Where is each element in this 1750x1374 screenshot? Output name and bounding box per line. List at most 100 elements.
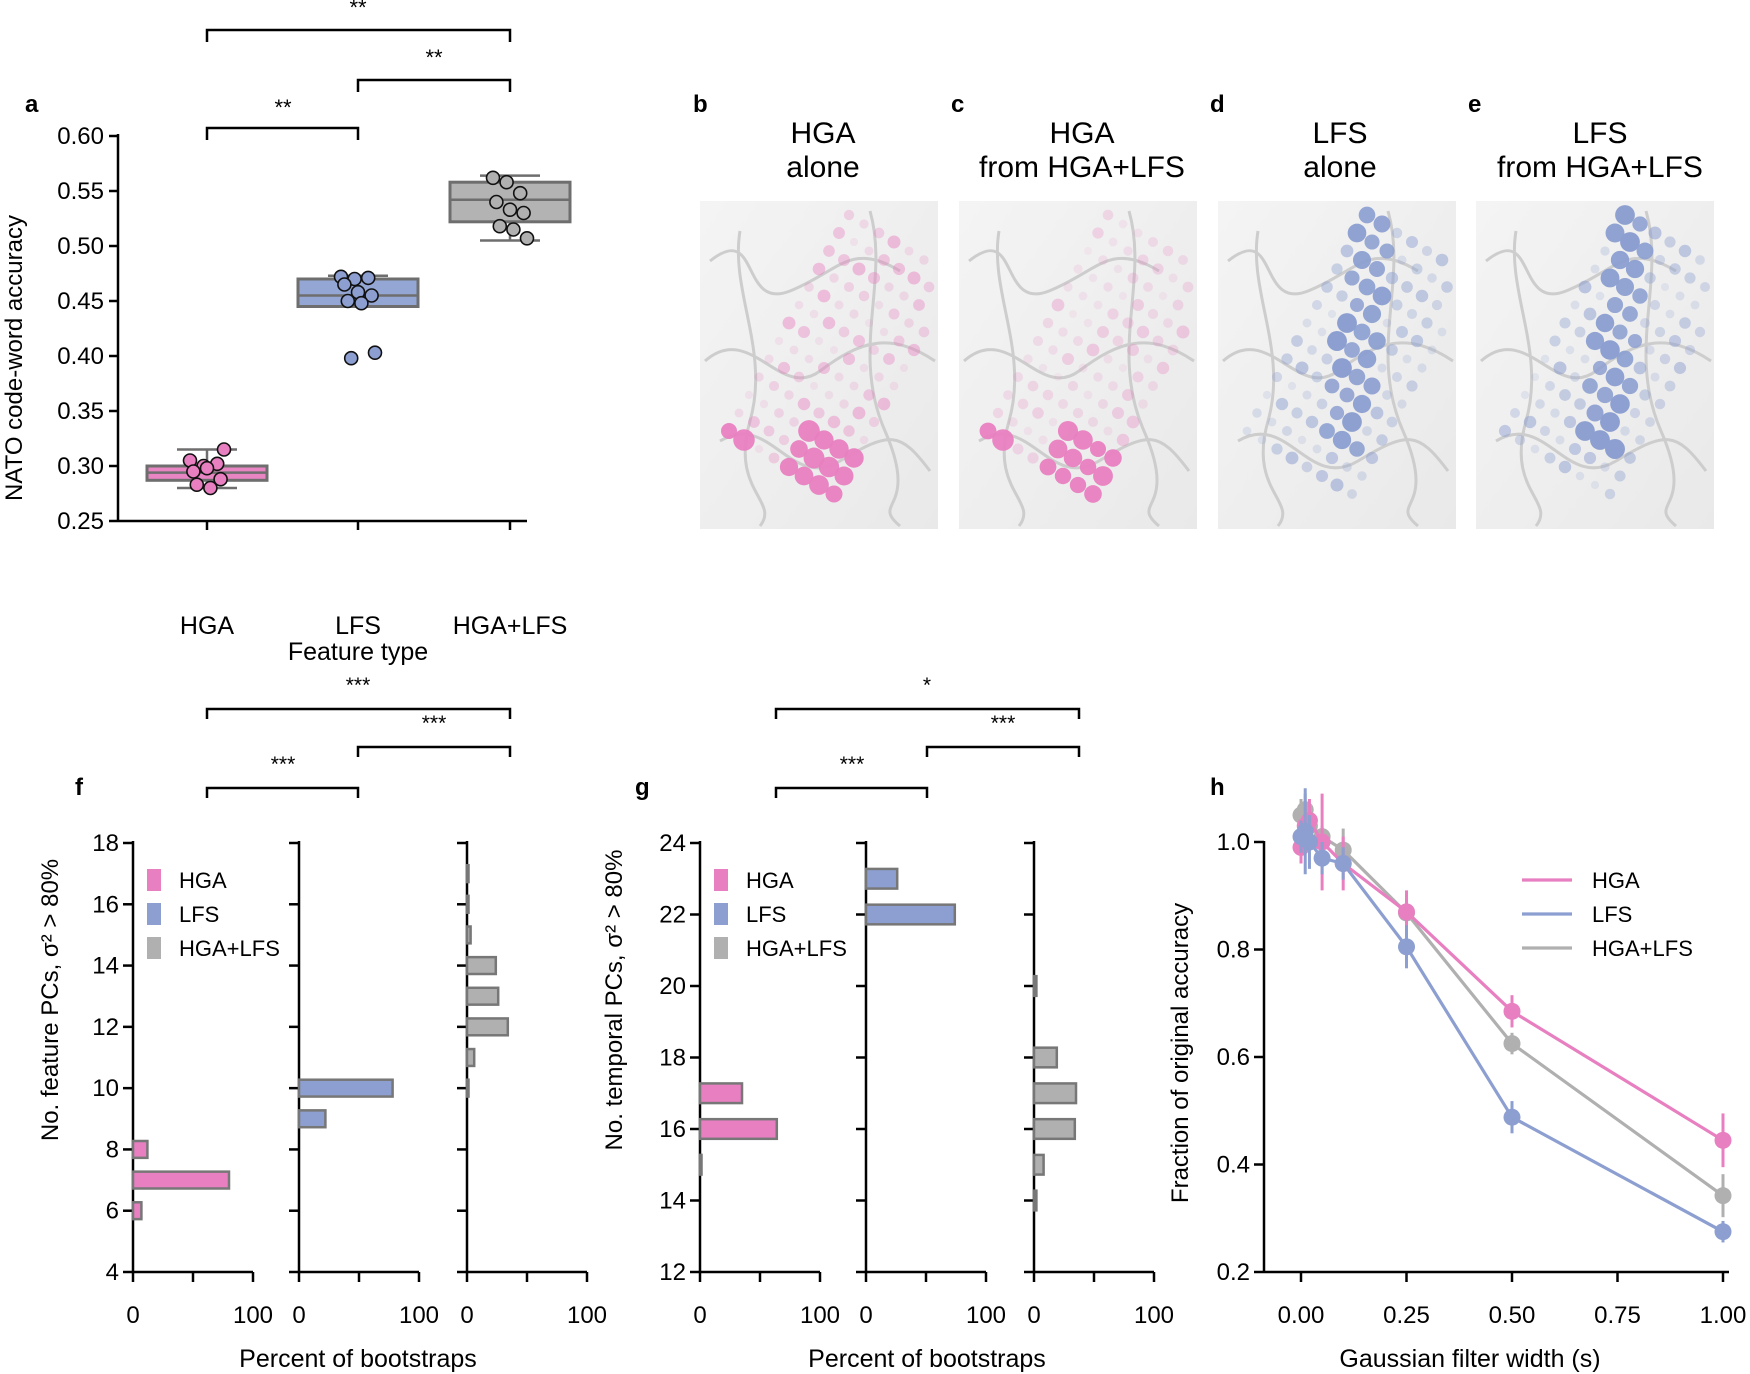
electrode bbox=[1679, 317, 1691, 329]
electrode bbox=[1116, 433, 1130, 447]
ytick-label: 12 bbox=[659, 1259, 686, 1286]
electrode bbox=[1695, 255, 1705, 265]
panel-e-title-line1: LFS bbox=[1572, 117, 1627, 150]
electrode bbox=[1023, 354, 1033, 364]
electrode bbox=[1339, 387, 1355, 403]
electrode bbox=[1352, 394, 1372, 414]
electrode bbox=[1498, 424, 1512, 438]
electrode bbox=[1048, 439, 1068, 459]
electrode bbox=[842, 352, 856, 366]
xtick-label: 0 bbox=[1027, 1302, 1040, 1329]
electrode bbox=[1349, 441, 1365, 457]
electrode bbox=[1058, 399, 1068, 409]
electrode bbox=[1565, 345, 1575, 355]
electrode bbox=[1032, 335, 1044, 347]
legend-label: LFS bbox=[1592, 902, 1632, 927]
electrode bbox=[1675, 291, 1685, 301]
data-point bbox=[186, 464, 201, 479]
electrode bbox=[1042, 317, 1054, 329]
electrode bbox=[1654, 326, 1666, 338]
electrode bbox=[817, 361, 831, 375]
xtick-label: 0 bbox=[292, 1302, 305, 1329]
electrode bbox=[1332, 358, 1352, 378]
ytick-label: 8 bbox=[106, 1136, 119, 1163]
bar-LFS bbox=[864, 903, 957, 926]
electrode bbox=[839, 399, 849, 409]
electrode bbox=[1402, 354, 1412, 364]
electrode bbox=[1291, 335, 1303, 347]
electrode bbox=[809, 309, 819, 319]
electrode bbox=[1325, 451, 1339, 465]
electrode bbox=[733, 429, 755, 451]
electrode bbox=[863, 389, 875, 401]
electrode bbox=[734, 408, 744, 418]
electrode bbox=[1365, 451, 1379, 465]
sig-bracket-bc bbox=[356, 78, 512, 92]
electrode bbox=[1621, 377, 1639, 395]
electrode bbox=[1048, 417, 1058, 427]
electrode bbox=[1285, 451, 1299, 465]
electrode bbox=[1093, 466, 1113, 486]
electrode bbox=[1073, 430, 1093, 450]
electrode bbox=[823, 245, 835, 257]
electrode bbox=[1595, 313, 1615, 333]
electrode bbox=[873, 227, 885, 239]
electrode bbox=[1008, 417, 1018, 427]
electrode bbox=[809, 381, 819, 391]
bar-HGA+LFS bbox=[465, 955, 498, 976]
electrode bbox=[979, 422, 997, 440]
electrode bbox=[1659, 353, 1671, 365]
electrode bbox=[1152, 335, 1164, 347]
legend-label: HGA+LFS bbox=[746, 936, 847, 961]
data-point bbox=[360, 270, 376, 286]
panel-h-xlabel: Gaussian filter width (s) bbox=[1339, 1345, 1600, 1373]
legend-swatch bbox=[714, 869, 728, 891]
electrode bbox=[1406, 380, 1418, 392]
electrode bbox=[812, 262, 826, 276]
bar-HGA+LFS bbox=[465, 1017, 510, 1037]
ytick-label-h: 0.8 bbox=[1217, 937, 1250, 964]
electrode bbox=[1605, 367, 1625, 387]
electrode bbox=[923, 281, 935, 293]
electrode bbox=[1176, 325, 1190, 339]
electrode bbox=[1083, 318, 1093, 328]
electrode bbox=[1032, 407, 1044, 419]
electrode bbox=[1062, 353, 1074, 365]
electrode bbox=[1612, 324, 1628, 340]
electrode bbox=[1063, 282, 1073, 292]
electrode bbox=[1368, 260, 1386, 278]
electrode bbox=[859, 363, 869, 373]
brain-sulcus bbox=[704, 341, 936, 380]
electrode bbox=[992, 407, 1004, 419]
bar-HGA bbox=[131, 1170, 231, 1190]
electrode bbox=[1340, 244, 1354, 258]
electrode bbox=[1649, 299, 1661, 311]
legend-label: LFS bbox=[746, 902, 786, 927]
electrode bbox=[1127, 272, 1139, 284]
electrode bbox=[1575, 421, 1595, 441]
electrode bbox=[1103, 282, 1113, 292]
electrode bbox=[1102, 209, 1114, 221]
electrode bbox=[1321, 353, 1333, 365]
electrode bbox=[1694, 326, 1706, 338]
electrode bbox=[834, 300, 844, 310]
electrode bbox=[877, 397, 891, 411]
bar-HGA+LFS bbox=[1032, 1189, 1038, 1212]
ytick-label-a: 0.25 bbox=[57, 508, 104, 535]
electrode bbox=[1523, 415, 1537, 429]
line-LFS bbox=[1299, 828, 1724, 1234]
electrode bbox=[1373, 215, 1391, 233]
electrode bbox=[1079, 458, 1097, 476]
panel-b-title-line1: HGA bbox=[790, 117, 855, 150]
electrode bbox=[1342, 412, 1362, 432]
brain-map-hga-alone bbox=[700, 201, 938, 529]
ytick-label: 18 bbox=[659, 1045, 686, 1072]
bar-HGA+LFS bbox=[1032, 1117, 1077, 1141]
ytick-label-a: 0.45 bbox=[57, 288, 104, 315]
electrode bbox=[789, 345, 799, 355]
point-HGA+LFS bbox=[1503, 1035, 1521, 1053]
xtick-label-h: 0.25 bbox=[1383, 1302, 1430, 1329]
electrode bbox=[779, 457, 799, 477]
panel-a-boxplot: 0.25 0.30 0.35 0.40 0.45 0.50 0.55 0.60 HGA LFS HG… bbox=[57, 28, 572, 640]
point-HGA bbox=[1714, 1131, 1732, 1149]
